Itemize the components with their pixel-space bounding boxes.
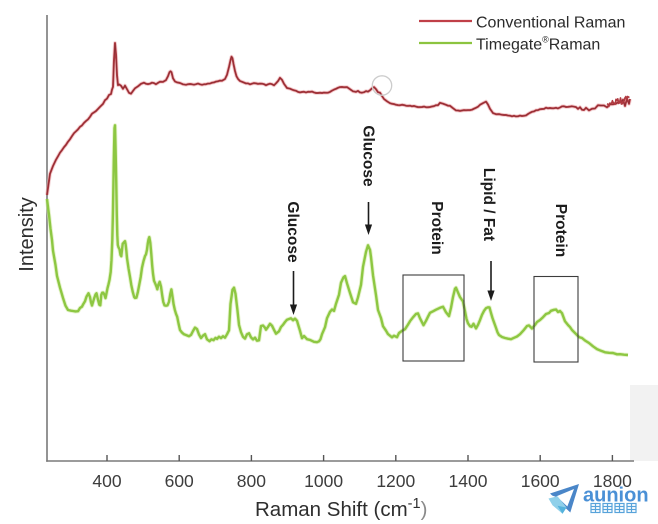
svg-text:Protein: Protein [428,201,445,254]
svg-text:800: 800 [237,471,266,491]
svg-text:Protein: Protein [552,204,569,257]
svg-text:600: 600 [165,471,194,491]
svg-text:1000: 1000 [304,471,343,491]
svg-text:400: 400 [92,471,121,491]
svg-text:Timegate®Raman: Timegate®Raman [476,35,600,54]
svg-text:Glucose: Glucose [284,201,301,263]
svg-text:1800: 1800 [593,471,632,491]
svg-text:1200: 1200 [376,471,415,491]
svg-text:Lipid / Fat: Lipid / Fat [480,168,497,241]
svg-text:Raman Shift (cm-1): Raman Shift (cm-1) [255,496,427,521]
svg-text:Conventional Raman: Conventional Raman [476,15,625,32]
svg-text:1400: 1400 [449,471,488,491]
svg-text:1600: 1600 [521,471,560,491]
svg-text:Intensity: Intensity [16,197,38,271]
svg-text:aunion: aunion [583,485,649,507]
svg-text:Glucose: Glucose [360,125,377,187]
